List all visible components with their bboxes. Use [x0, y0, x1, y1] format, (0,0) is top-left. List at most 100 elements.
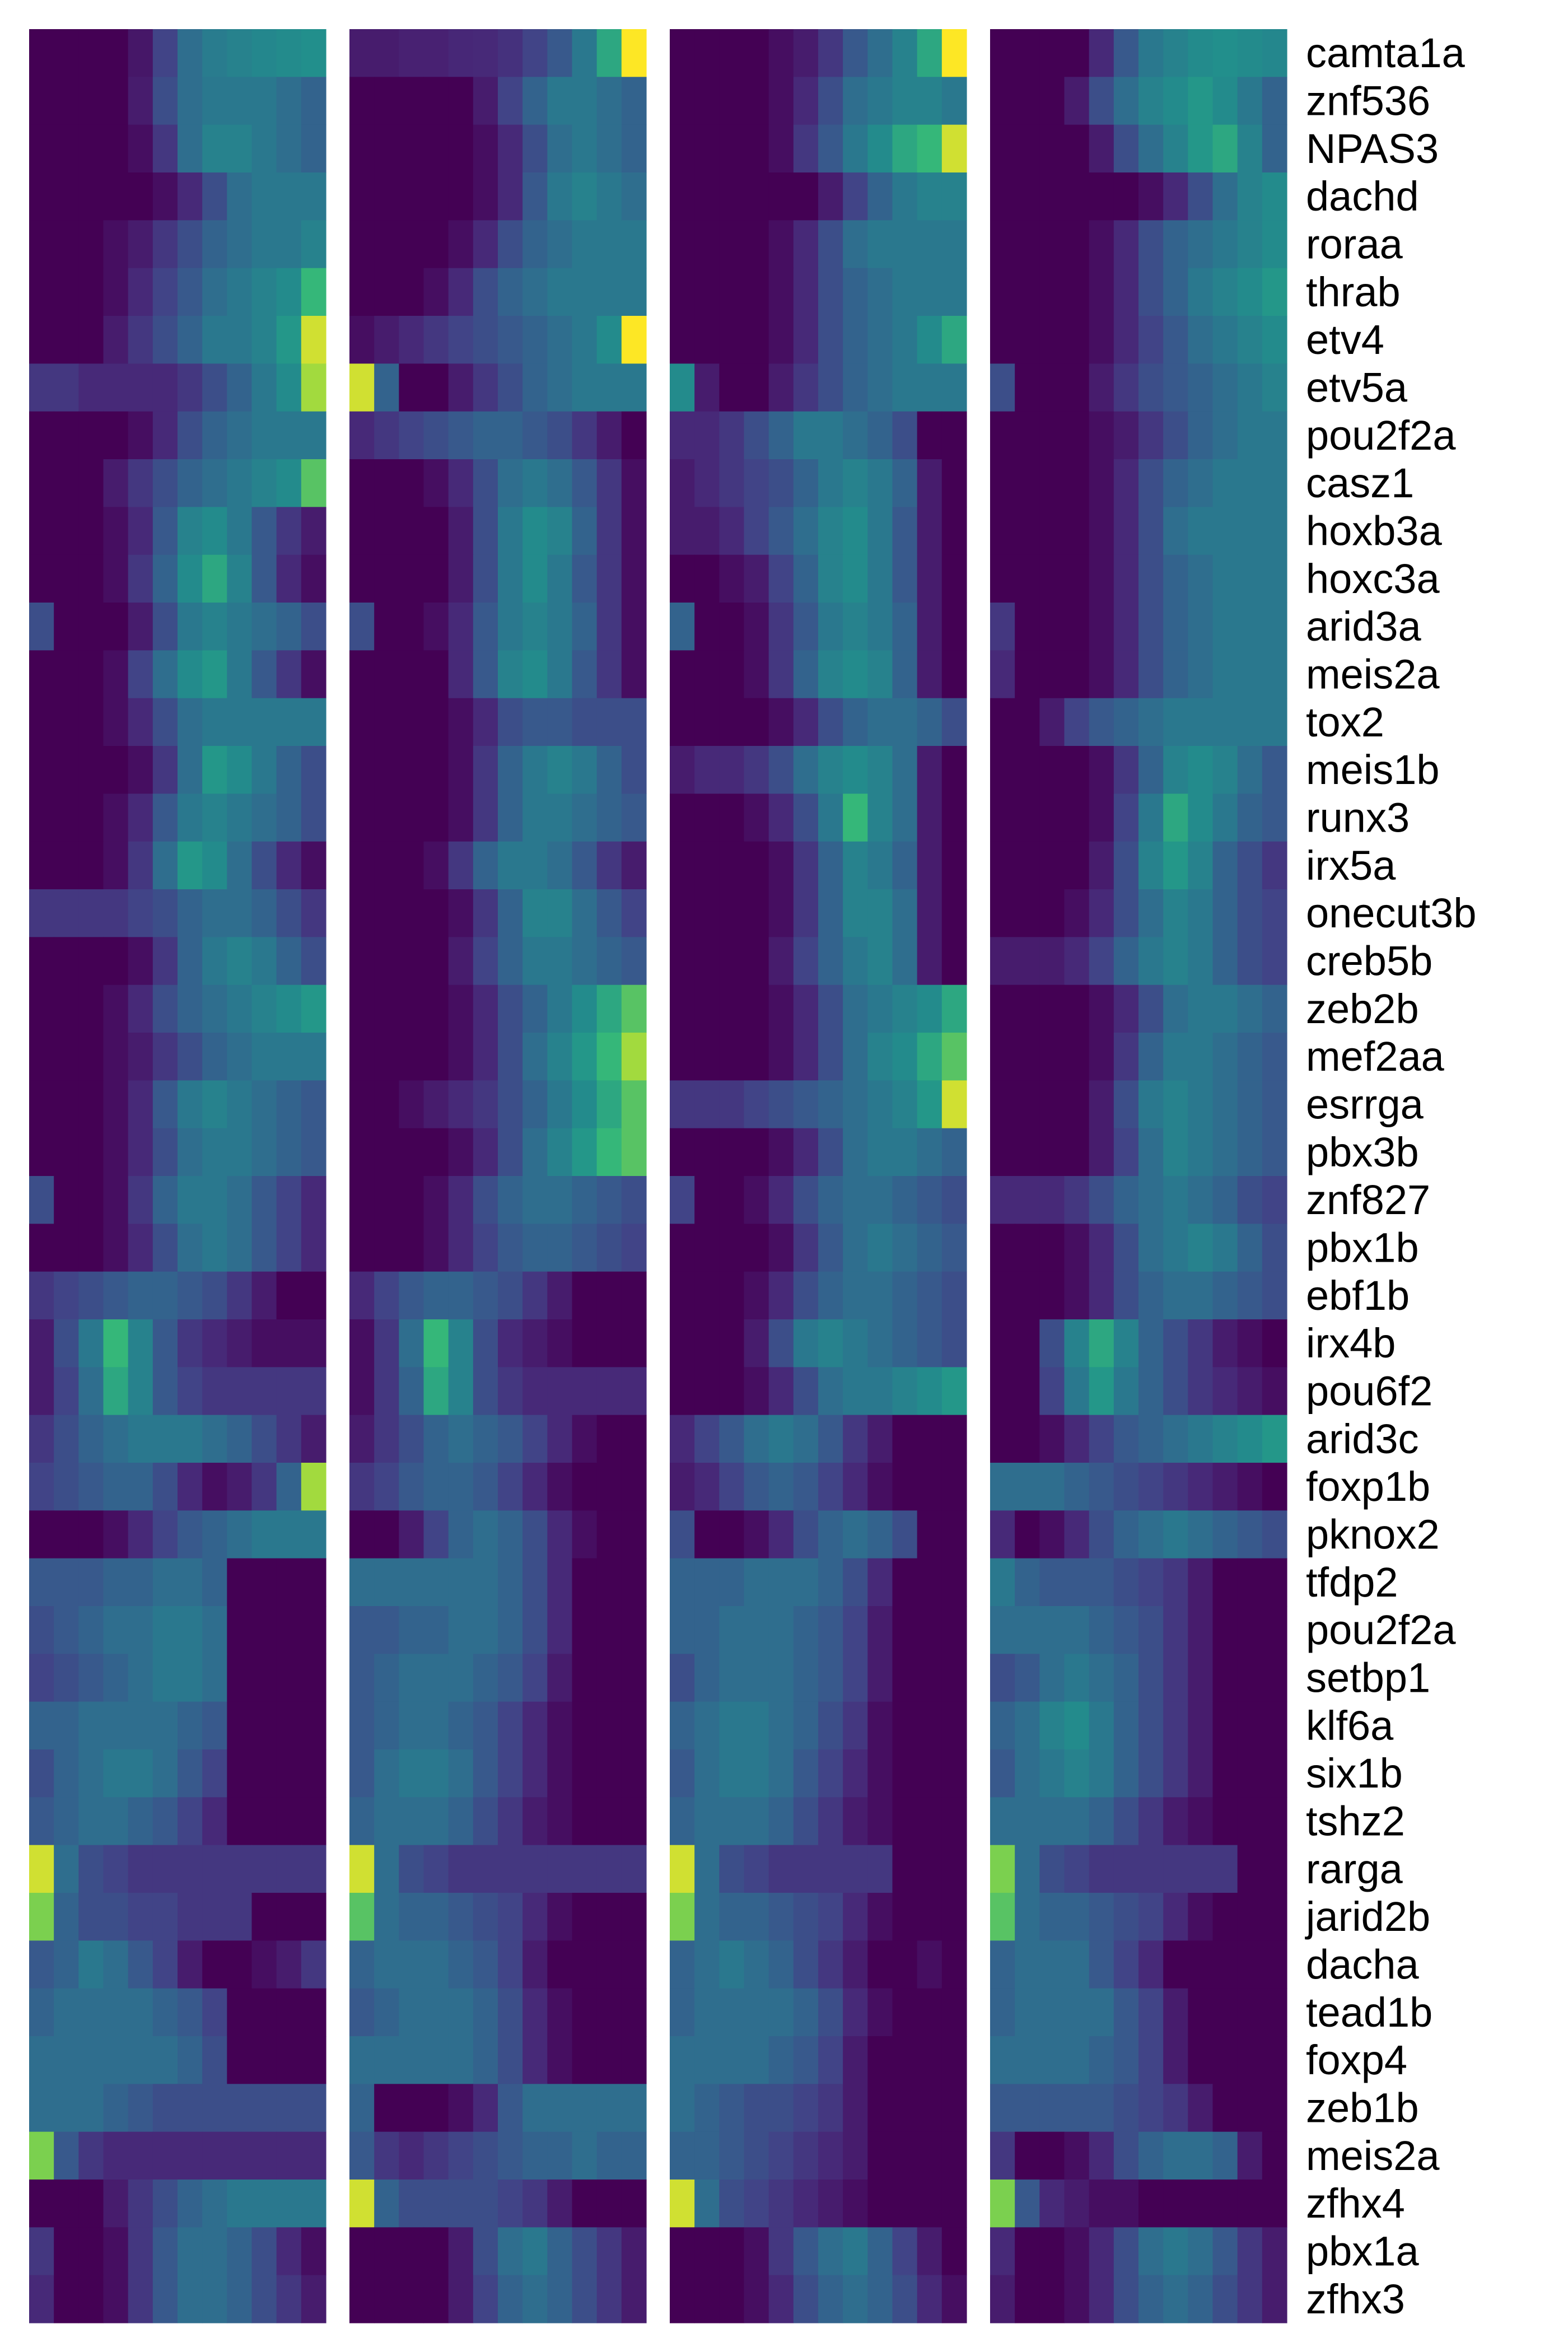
heatmap-cell	[768, 1749, 794, 1798]
heatmap-cell	[54, 77, 79, 125]
heatmap-cell	[694, 316, 720, 364]
heatmap-cell	[917, 2180, 942, 2228]
heatmap-cell	[768, 1128, 794, 1177]
heatmap-cell	[374, 1176, 399, 1224]
heatmap-cell	[423, 316, 449, 364]
heatmap-cell	[719, 2227, 745, 2276]
heatmap-cell	[1188, 841, 1214, 890]
heatmap-cell	[54, 1367, 79, 1416]
heatmap-cell	[152, 363, 178, 412]
heatmap-cell	[522, 1415, 548, 1463]
heatmap-cell	[621, 1845, 647, 1893]
heatmap-cell	[29, 1224, 54, 1272]
heatmap-cell	[448, 2084, 474, 2132]
heatmap-cell	[251, 2275, 277, 2323]
heatmap-cell	[1212, 1558, 1238, 1607]
heatmap-cell	[202, 1128, 227, 1177]
heatmap-cell	[1138, 841, 1164, 890]
heatmap-cell	[54, 316, 79, 364]
heatmap-cell	[990, 1654, 1015, 1702]
heatmap-cell	[374, 220, 399, 269]
heatmap-cell	[1015, 937, 1040, 986]
heatmap-cell	[202, 1988, 227, 2037]
heatmap-cell	[892, 2227, 918, 2276]
heatmap-cell	[128, 2036, 153, 2084]
heatmap-cell	[1089, 316, 1114, 364]
heatmap-cell	[276, 1988, 302, 2037]
heatmap-cell	[251, 316, 277, 364]
heatmap-cell	[572, 794, 598, 842]
heatmap-cell	[1188, 603, 1214, 651]
heatmap-cell	[768, 507, 794, 556]
heatmap-cell	[128, 794, 153, 842]
heatmap-cell	[744, 1176, 769, 1224]
heatmap-cell	[1113, 316, 1139, 364]
heatmap-cell	[694, 1319, 720, 1368]
heatmap-cell	[1188, 1033, 1214, 1081]
heatmap-cell	[423, 1224, 449, 1272]
heatmap-cell	[374, 1319, 399, 1368]
heatmap-cell	[1039, 2275, 1065, 2323]
heatmap-cell	[818, 1415, 843, 1463]
heatmap-cell	[54, 2180, 79, 2228]
heatmap-cell	[1015, 2180, 1040, 2228]
heatmap-cell	[768, 1033, 794, 1081]
heatmap-cell	[78, 1797, 104, 1846]
heatmap-cell	[399, 124, 424, 173]
heatmap-cell	[78, 1176, 104, 1224]
heatmap-cell	[103, 2036, 129, 2084]
heatmap-cell	[1212, 1080, 1238, 1129]
heatmap-cell	[227, 2180, 253, 2228]
heatmap-cell	[1237, 1893, 1263, 1941]
heatmap-cell	[1064, 1510, 1090, 1559]
heatmap-cell	[694, 841, 720, 890]
heatmap-cell	[522, 1558, 548, 1607]
heatmap-cell	[1212, 1654, 1238, 1702]
heatmap-cell	[1039, 1558, 1065, 1607]
heatmap-cell	[251, 603, 277, 651]
heatmap-cell	[1039, 1701, 1065, 1750]
heatmap-cell	[1064, 1654, 1090, 1702]
heatmap-cell	[1262, 650, 1287, 699]
heatmap-cell	[990, 1128, 1015, 1177]
heatmap-cell	[202, 984, 227, 1033]
heatmap-cell	[349, 1033, 375, 1081]
heatmap-cell	[128, 1176, 153, 1224]
heatmap-cell	[399, 889, 424, 937]
heatmap-cell	[522, 1654, 548, 1702]
heatmap-cell	[29, 1558, 54, 1607]
heatmap-cell	[547, 77, 573, 125]
heatmap-cell	[301, 1606, 326, 1654]
heatmap-cell	[572, 698, 598, 746]
heatmap-cell	[227, 1271, 253, 1320]
heatmap-cell	[1237, 29, 1263, 77]
heatmap-cell	[694, 1701, 720, 1750]
heatmap-cell	[448, 1558, 474, 1607]
heatmap-cell	[917, 411, 942, 460]
heatmap-cell	[572, 268, 598, 316]
heatmap-cell	[128, 1606, 153, 1654]
heatmap-cell	[498, 1893, 523, 1941]
heatmap-cell	[670, 1033, 695, 1081]
heatmap-cell	[202, 1033, 227, 1081]
heatmap-cell	[990, 1033, 1015, 1081]
heatmap-cell	[1113, 1367, 1139, 1416]
heatmap-cell	[498, 2275, 523, 2323]
heatmap-cell	[103, 124, 129, 173]
heatmap-cell	[1188, 411, 1214, 460]
heatmap-cell	[202, 1510, 227, 1559]
heatmap-cell	[1113, 1463, 1139, 1511]
heatmap-cell	[867, 2131, 893, 2180]
heatmap-cell	[1015, 1080, 1040, 1129]
heatmap-cell	[103, 1701, 129, 1750]
heatmap-cell	[1188, 172, 1214, 221]
heatmap-cell	[694, 124, 720, 173]
heatmap-cell	[1064, 411, 1090, 460]
heatmap-cell	[596, 1749, 622, 1798]
heatmap-cell	[1039, 507, 1065, 556]
heatmap-cell	[374, 1749, 399, 1798]
heatmap-cell	[54, 889, 79, 937]
heatmap-cell	[1064, 1940, 1090, 1989]
heatmap-cell	[990, 1224, 1015, 1272]
heatmap-cell	[818, 937, 843, 986]
